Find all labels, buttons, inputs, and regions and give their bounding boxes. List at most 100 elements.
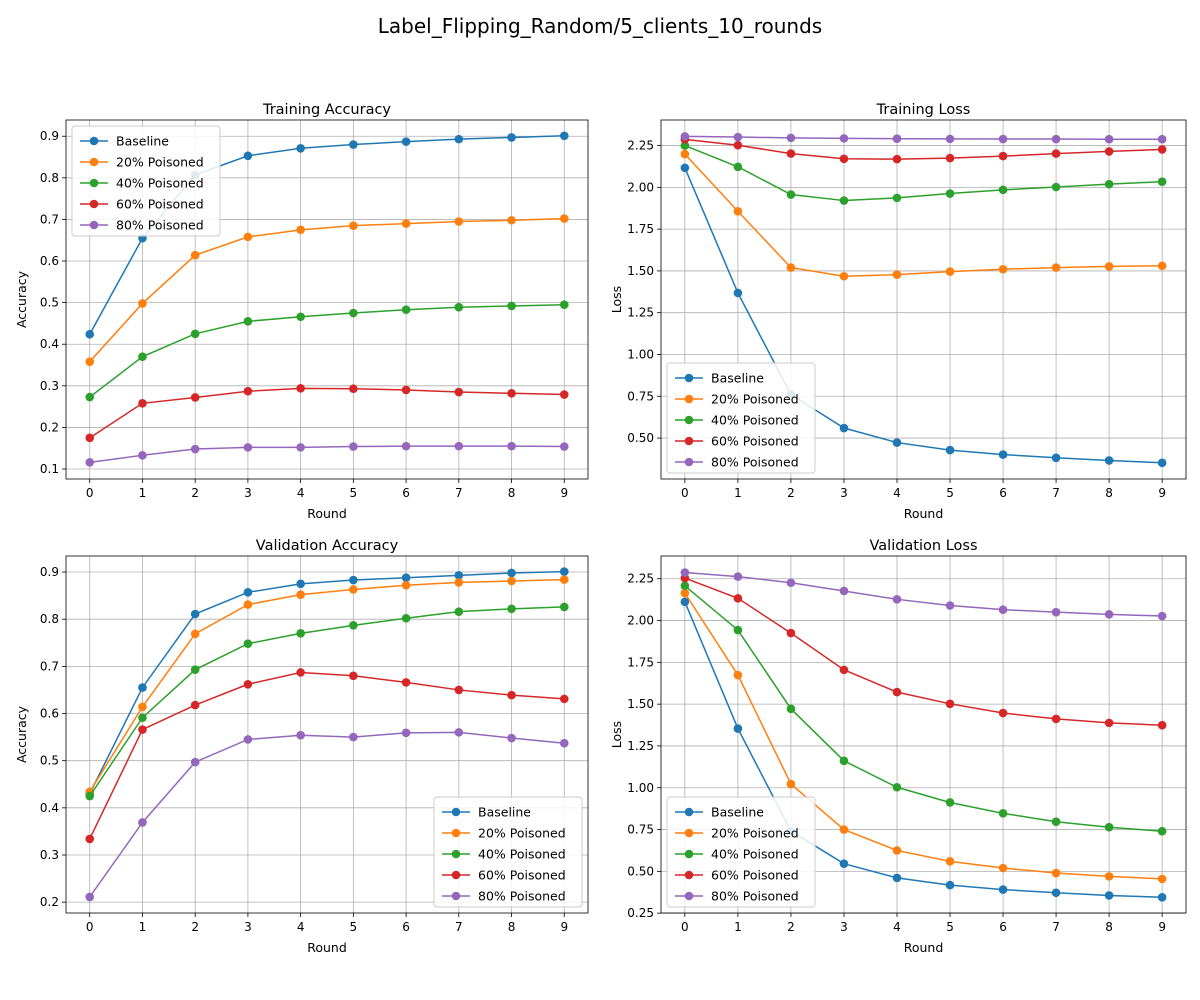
- x-axis-label: Round: [307, 506, 347, 521]
- legend-label: 80% Poisoned: [116, 218, 204, 233]
- legend-label: 60% Poisoned: [711, 434, 799, 449]
- data-point: [507, 733, 516, 743]
- legend-item-40pct-poisoned: 40% Poisoned: [442, 847, 566, 862]
- x-tick-label: 9: [560, 920, 568, 934]
- data-point: [945, 880, 955, 890]
- legend-label: Baseline: [711, 805, 764, 820]
- data-point: [85, 834, 95, 844]
- data-point: [680, 581, 690, 591]
- legend-box: [666, 796, 816, 908]
- y-tick-label: 0.2: [40, 895, 59, 909]
- series-60pct-poisoned: [680, 573, 1167, 730]
- data-point: [401, 305, 411, 314]
- figure-title: Label_Flipping_Random/5_clients_10_round…: [377, 14, 823, 38]
- legend-marker: [451, 891, 461, 901]
- data-point: [243, 639, 253, 649]
- data-point: [507, 441, 516, 451]
- data-point: [296, 590, 305, 599]
- series-80pct-poisoned: [85, 441, 569, 467]
- plot-frame: [660, 555, 1187, 914]
- plot-frame: [660, 119, 1187, 480]
- y-tick-label: 2.25: [627, 139, 654, 153]
- data-point: [1051, 149, 1061, 158]
- legend-label: 20% Poisoned: [116, 155, 204, 170]
- y-tick-label: 0.9: [40, 565, 59, 579]
- data-point: [559, 214, 569, 223]
- data-point: [296, 384, 305, 393]
- data-point: [559, 738, 569, 748]
- series-line-60pct-poisoned: [89, 387, 565, 439]
- data-point: [892, 595, 902, 604]
- data-point: [998, 264, 1008, 274]
- data-point: [1104, 822, 1114, 832]
- series-line-60pct-poisoned: [89, 671, 565, 840]
- data-point: [892, 270, 902, 279]
- legend-marker: [684, 457, 694, 467]
- data-point: [559, 390, 569, 399]
- series-line-40pct-poisoned: [89, 303, 565, 398]
- series-80pct-poisoned: [680, 568, 1167, 621]
- data-point: [243, 679, 253, 689]
- data-point: [839, 825, 849, 834]
- data-point: [507, 389, 516, 398]
- chart-title: Validation Loss: [869, 538, 977, 554]
- legend-item-20pct-poisoned: 20% Poisoned: [80, 155, 204, 170]
- series-line-20pct-poisoned: [89, 578, 565, 793]
- legend-label: Baseline: [478, 805, 531, 820]
- legend-item-40pct-poisoned: 40% Poisoned: [675, 847, 799, 862]
- legend-label: 20% Poisoned: [711, 826, 799, 841]
- legend: Baseline 20% Poisoned 40% Poisoned 60% Pois…: [71, 125, 221, 237]
- data-point: [85, 433, 95, 443]
- y-tick-label: 0.50: [627, 864, 654, 878]
- data-point: [998, 134, 1008, 144]
- y-tick-label: 1.00: [627, 347, 654, 361]
- legend-box: [433, 796, 583, 908]
- data-point: [1157, 177, 1167, 186]
- data-point: [243, 232, 253, 242]
- data-point: [786, 190, 796, 199]
- data-point: [1104, 147, 1114, 156]
- data-point: [839, 134, 849, 143]
- data-point: [454, 441, 464, 451]
- x-tick-label: 5: [350, 920, 358, 934]
- data-point: [85, 329, 95, 339]
- data-point: [733, 724, 743, 733]
- legend-marker: [684, 849, 694, 859]
- data-point: [998, 185, 1008, 195]
- series-line-80pct-poisoned: [89, 445, 565, 464]
- data-point: [85, 892, 95, 902]
- series-line-40pct-poisoned: [89, 606, 565, 797]
- data-point: [190, 250, 200, 260]
- x-tick-label: 1: [139, 486, 147, 500]
- x-tick-label: 9: [560, 486, 568, 500]
- chart-panel-4: 0 1 2 3 4 5 6 7 8 9 0.25 0.50 0.75 1.00 1.25 1.50 1.75 2.…: [609, 538, 1187, 955]
- data-point: [786, 133, 796, 143]
- data-point: [296, 730, 305, 740]
- data-point: [349, 575, 358, 585]
- x-axis-label: Round: [904, 506, 944, 521]
- series-line-baseline: [684, 601, 1163, 899]
- data-point: [680, 588, 690, 598]
- x-tick-label: 4: [893, 920, 901, 934]
- x-tick-label: 7: [1052, 920, 1060, 934]
- data-point: [1051, 868, 1061, 878]
- legend-box: [71, 125, 221, 237]
- legend-marker: [684, 436, 694, 446]
- data-point: [190, 444, 200, 454]
- data-point: [733, 670, 743, 680]
- legend-label: 60% Poisoned: [711, 868, 799, 883]
- series-line-baseline: [684, 167, 1163, 464]
- data-point: [945, 134, 955, 144]
- data-point: [243, 588, 253, 597]
- series-20pct-poisoned: [680, 149, 1167, 281]
- data-point: [401, 137, 411, 146]
- data-point: [680, 149, 690, 159]
- data-point: [1157, 458, 1167, 468]
- y-tick-label: 1.25: [627, 739, 654, 753]
- data-point: [243, 735, 253, 744]
- data-point: [1104, 872, 1114, 881]
- x-tick-label: 6: [402, 486, 410, 500]
- legend-label: 80% Poisoned: [478, 889, 566, 904]
- data-point: [401, 728, 411, 738]
- data-point: [138, 299, 147, 308]
